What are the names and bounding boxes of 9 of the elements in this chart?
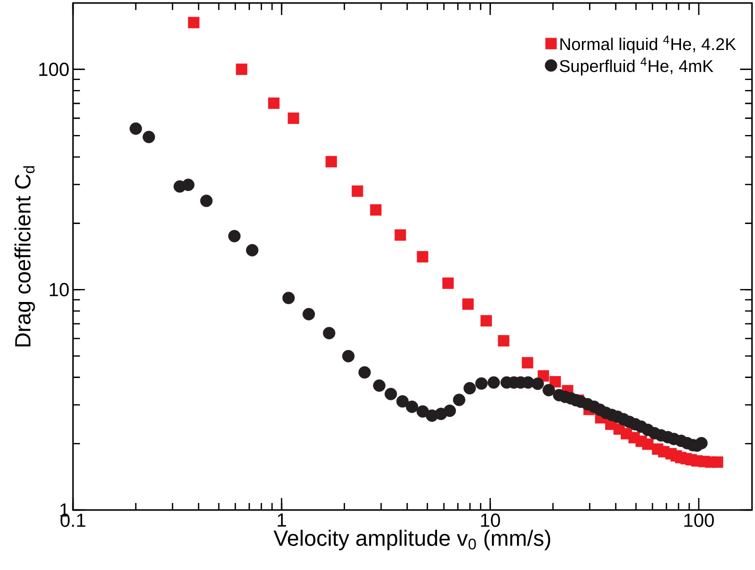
y-tick-label: 10: [50, 282, 69, 296]
x-tick-label: 100: [684, 514, 714, 527]
legend-label: Normal liquid $^{4}$He, 4.2K: [560, 36, 736, 54]
x-tick-label: 10: [481, 514, 500, 527]
legend-label: Superfluid $^{4}$He, 4mK: [560, 58, 714, 76]
x-tick-label: 1: [278, 514, 286, 527]
y-axis-title: Drag coefficient C$_{d}$: [14, 166, 35, 346]
x-axis-title: Velocity amplitude v$_{0}$ (mm/s): [274, 530, 550, 550]
y-tick-label: 100: [39, 62, 69, 76]
